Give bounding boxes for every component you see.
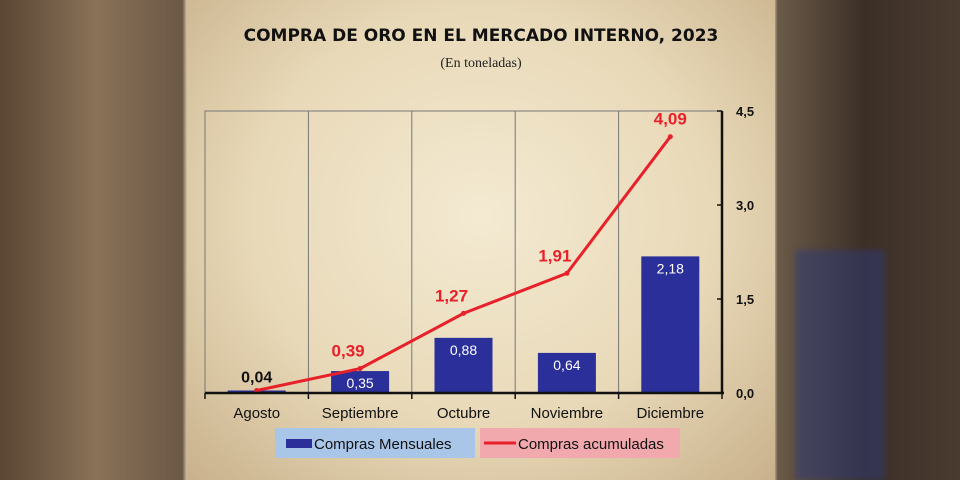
line-data-label: 1,91 (538, 246, 571, 265)
bar-octubre (434, 337, 493, 393)
legend-bar-label: Compras Mensuales (314, 436, 452, 453)
legend-bar-swatch (286, 439, 312, 448)
y-tick-label: 0,0 (736, 386, 754, 401)
line-point (461, 310, 466, 316)
x-tick-label: Noviembre (531, 405, 604, 422)
line-point (564, 270, 570, 276)
bar-data-label: 0,64 (553, 357, 580, 373)
line-point (254, 387, 260, 393)
x-tick-label: Septiembre (322, 405, 399, 422)
y-tick-label: 1,5 (736, 292, 754, 307)
bar-data-label: 0,88 (450, 342, 477, 358)
legend-line-label: Compras acumuladas (518, 436, 664, 453)
y-tick-label: 3,0 (736, 198, 754, 213)
chart-title: COMPRA DE ORO EN EL MERCADO INTERNO, 202… (244, 26, 719, 46)
bar-noviembre (537, 352, 596, 393)
chart-subtitle: (En toneladas) (440, 56, 522, 71)
line-data-label: 0,39 (332, 342, 365, 361)
line-data-label: 1,27 (435, 286, 468, 305)
line-point (667, 134, 673, 140)
background-blur-bar (795, 250, 885, 480)
line-point (357, 366, 363, 372)
bar-diciembre (641, 256, 700, 393)
bar-data-label: 2,18 (657, 260, 684, 276)
legend: Compras Mensuales Compras acumuladas (275, 428, 680, 458)
y-tick-label: 4,5 (736, 104, 754, 119)
x-tick-label: Agosto (233, 405, 280, 422)
chart-panel (187, 0, 775, 480)
bar-data-label: 0,04 (241, 369, 272, 386)
line-data-label: 4,09 (654, 110, 687, 129)
bar-septiembre (331, 371, 390, 393)
x-tick-label: Octubre (437, 405, 490, 422)
bar-data-label: 0,35 (346, 375, 373, 391)
x-tick-label: Diciembre (637, 405, 705, 422)
